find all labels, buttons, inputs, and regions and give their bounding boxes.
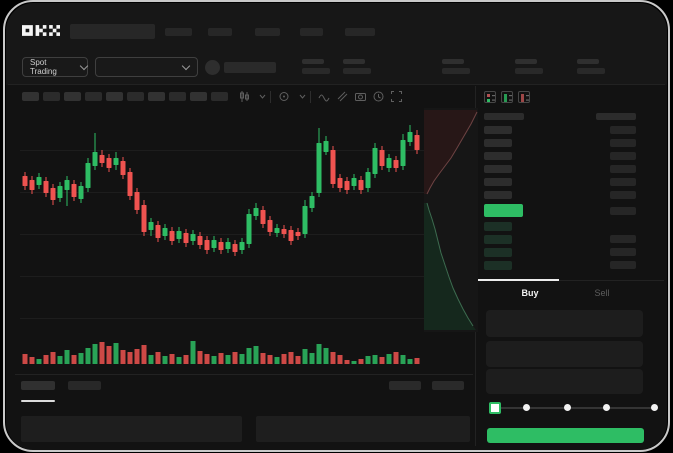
line-icon[interactable]: [318, 90, 331, 103]
depth-chart[interactable]: [424, 108, 478, 332]
timeframe-button-placeholder[interactable]: [127, 92, 144, 101]
ask-price-placeholder: [484, 152, 512, 160]
search-placeholder[interactable]: [70, 24, 155, 39]
order-input-1[interactable]: [486, 310, 643, 337]
tab-sell[interactable]: Sell: [594, 288, 610, 298]
nav-item-placeholder[interactable]: [345, 28, 375, 36]
tabs-divider: [478, 280, 664, 281]
toolbar-separator: [310, 91, 311, 103]
timeframe-button-placeholder[interactable]: [190, 92, 207, 101]
timeframe-button-placeholder[interactable]: [106, 92, 123, 101]
ask-price-placeholder: [484, 165, 512, 173]
orderbook-col-price-placeholder: [484, 113, 524, 120]
nav-item-placeholder[interactable]: [255, 28, 280, 36]
stat-label-placeholder: [343, 59, 365, 64]
camera-icon[interactable]: [354, 90, 367, 103]
ask-price-placeholder: [484, 178, 512, 186]
bottom-active-tab-underline: [21, 400, 55, 402]
candlestick-chart[interactable]: [20, 110, 424, 370]
stat-value-placeholder: [343, 68, 371, 74]
amount-slider[interactable]: [489, 407, 655, 409]
clock-icon[interactable]: [372, 90, 385, 103]
market-type-label: Spot Trading: [30, 58, 57, 76]
timeframe-button-placeholder[interactable]: [148, 92, 165, 101]
slider-stop[interactable]: [603, 404, 610, 411]
bottom-divider: [15, 374, 473, 375]
timeframe-button-placeholder[interactable]: [64, 92, 81, 101]
bottom-tab-placeholder[interactable]: [68, 381, 101, 390]
bid-amount-placeholder: [610, 261, 636, 269]
last-price-highlight[interactable]: [484, 204, 523, 217]
stat-label-placeholder: [515, 59, 537, 64]
stat-value-placeholder: [442, 68, 470, 74]
ask-amount-placeholder: [610, 165, 636, 173]
chevron-icon[interactable]: [256, 90, 269, 103]
indicator-icon[interactable]: [278, 90, 291, 103]
stat-label-placeholder: [442, 59, 464, 64]
stat-label-placeholder: [577, 59, 599, 64]
book-bids-only-icon[interactable]: [501, 91, 513, 103]
stat-value-placeholder: [302, 68, 330, 74]
order-input-2[interactable]: [486, 341, 643, 367]
ask-price-placeholder: [484, 191, 512, 199]
chevron-down-icon: [79, 61, 89, 70]
tab-buy[interactable]: Buy: [521, 288, 539, 298]
nav-item-placeholder[interactable]: [300, 28, 323, 36]
ask-price-placeholder: [484, 126, 512, 134]
bid-price-placeholder: [484, 248, 512, 257]
toolbar-separator: [270, 91, 271, 103]
ask-amount-placeholder: [610, 178, 636, 186]
slider-stop[interactable]: [651, 404, 658, 411]
nav-item-placeholder[interactable]: [165, 28, 192, 36]
ask-amount-placeholder: [610, 191, 636, 199]
timeframe-button-placeholder[interactable]: [169, 92, 186, 101]
book-asks-only-icon[interactable]: [518, 91, 530, 103]
bid-price-placeholder: [484, 222, 512, 231]
pair-dropdown[interactable]: [95, 57, 198, 77]
active-tab-indicator: [478, 279, 559, 281]
fullscreen-icon[interactable]: [390, 90, 403, 103]
order-input-3[interactable]: [486, 369, 643, 394]
bottom-tab-placeholder[interactable]: [21, 381, 55, 390]
candles-icon[interactable]: [238, 90, 251, 103]
bottom-row-placeholder: [256, 416, 470, 442]
chevron-down-icon: [181, 61, 191, 70]
slider-stop[interactable]: [564, 404, 571, 411]
timeframe-button-placeholder[interactable]: [211, 92, 228, 101]
chevron-icon[interactable]: [296, 90, 309, 103]
coin-avatar: [205, 60, 220, 75]
timeframe-button-placeholder[interactable]: [43, 92, 60, 101]
last-price-amount-placeholder: [610, 207, 636, 215]
nav-item-placeholder[interactable]: [208, 28, 232, 36]
slider-stop[interactable]: [523, 404, 530, 411]
okx-logo-icon[interactable]: [22, 25, 60, 36]
slider-handle[interactable]: [489, 402, 501, 414]
stat-value-placeholder: [577, 68, 605, 74]
pair-name-placeholder: [224, 62, 276, 73]
bottom-row-placeholder: [21, 416, 242, 442]
stat-value-placeholder: [515, 68, 543, 74]
bid-amount-placeholder: [610, 248, 636, 256]
bottom-action-placeholder[interactable]: [389, 381, 421, 390]
ask-amount-placeholder: [610, 126, 636, 134]
bid-price-placeholder: [484, 235, 512, 244]
bid-amount-placeholder: [610, 235, 636, 243]
timeframe-button-placeholder[interactable]: [85, 92, 102, 101]
buy-button[interactable]: [487, 428, 644, 443]
market-type-selector[interactable]: Spot Trading: [22, 57, 89, 77]
timeframe-button-placeholder[interactable]: [22, 92, 39, 101]
ask-amount-placeholder: [610, 152, 636, 160]
ask-price-placeholder: [484, 139, 512, 147]
bid-price-placeholder: [484, 261, 512, 270]
book-combined-icon[interactable]: [484, 91, 496, 103]
bottom-action-placeholder[interactable]: [432, 381, 464, 390]
ask-amount-placeholder: [610, 139, 636, 147]
draw-icon[interactable]: [336, 90, 349, 103]
orderbook-col-amount-placeholder: [596, 113, 636, 120]
header-divider: [8, 84, 665, 85]
stat-label-placeholder: [302, 59, 324, 64]
